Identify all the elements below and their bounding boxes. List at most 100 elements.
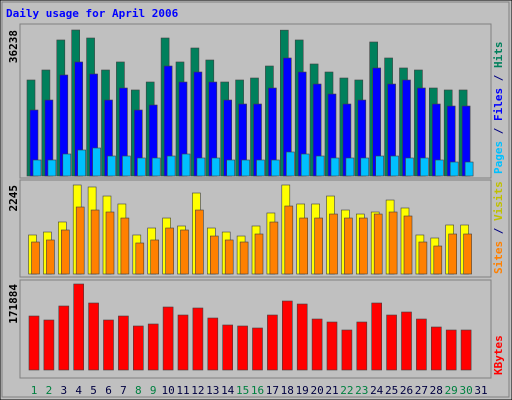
bar — [375, 155, 385, 177]
bar — [448, 233, 458, 275]
x-tick-label: 21 — [325, 384, 338, 397]
x-tick-label: 22 — [340, 384, 353, 397]
bar — [105, 211, 115, 275]
bar — [135, 242, 145, 275]
bar — [210, 235, 219, 275]
bar — [177, 314, 189, 371]
bar — [326, 321, 338, 371]
x-tick-label: 12 — [191, 384, 204, 397]
legend: KBytes — [492, 335, 505, 375]
bar — [62, 153, 72, 177]
legend-separator: / — [492, 68, 505, 88]
x-tick-label: 27 — [415, 384, 428, 397]
bar — [60, 229, 70, 275]
x-tick-label: 18 — [281, 384, 294, 397]
bar — [28, 315, 40, 371]
bar — [58, 305, 70, 371]
bar — [196, 157, 206, 177]
bar — [237, 325, 248, 371]
x-tick-label: 31 — [474, 384, 487, 397]
bar — [195, 209, 204, 275]
bar — [371, 302, 383, 371]
bar — [92, 147, 101, 177]
bar — [329, 213, 338, 275]
bar — [151, 157, 161, 177]
bar — [269, 221, 279, 275]
bar — [252, 327, 263, 371]
x-tick-label: 30 — [459, 384, 472, 397]
bar — [284, 205, 294, 275]
bar — [239, 241, 249, 275]
bar — [344, 217, 353, 275]
bar — [434, 159, 444, 177]
bar — [207, 317, 219, 371]
bar — [165, 227, 174, 275]
bar — [314, 217, 323, 275]
x-tick-label: 13 — [206, 384, 219, 397]
bar — [330, 157, 340, 177]
bar — [103, 319, 114, 371]
bar — [311, 318, 323, 371]
x-tick-label: 8 — [135, 384, 142, 397]
bar — [464, 161, 474, 177]
x-tick-label: 15 — [236, 384, 249, 397]
bar — [430, 326, 442, 371]
legend-separator: / — [492, 121, 505, 141]
bar — [180, 229, 189, 275]
x-tick-label: 20 — [310, 384, 323, 397]
bar — [449, 161, 459, 177]
x-tick-label: 29 — [445, 384, 458, 397]
bar — [150, 239, 159, 275]
bar — [77, 149, 86, 177]
bar — [299, 217, 309, 275]
bar — [300, 153, 310, 177]
bar — [256, 159, 265, 177]
bar — [267, 314, 278, 371]
x-tick-label: 3 — [60, 384, 67, 397]
bar — [192, 307, 204, 371]
bar — [88, 302, 99, 371]
x-tick-label: 2 — [46, 384, 53, 397]
bar — [445, 329, 457, 371]
x-tick-label: 17 — [266, 384, 279, 397]
x-tick-label: 11 — [176, 384, 189, 397]
bar — [107, 155, 116, 177]
bar — [285, 151, 295, 177]
legend-entry: Sites — [492, 241, 505, 274]
bar — [226, 159, 235, 177]
x-tick-label: 6 — [105, 384, 112, 397]
bar — [345, 157, 355, 177]
legend-entry: Files — [492, 88, 505, 121]
legend-entry: Visits — [492, 181, 505, 221]
bar — [241, 159, 250, 177]
x-tick-label: 9 — [150, 384, 157, 397]
legend-entry: Hits — [492, 42, 505, 69]
bar — [47, 159, 57, 177]
bar — [433, 245, 443, 275]
bar — [460, 329, 472, 371]
bar — [181, 153, 191, 177]
bar — [222, 324, 233, 371]
bar — [281, 300, 293, 371]
bar — [373, 213, 383, 275]
legend-entry: KBytes — [492, 335, 505, 375]
bar — [358, 217, 368, 275]
bar — [120, 217, 130, 275]
bar — [75, 206, 85, 275]
x-tick-label: 24 — [370, 384, 384, 397]
x-tick-label: 14 — [221, 384, 235, 397]
legend: Sites / Visits — [492, 181, 505, 274]
bar — [386, 314, 397, 371]
bar — [405, 157, 414, 177]
bar — [133, 325, 144, 371]
bar — [420, 157, 429, 177]
bar — [315, 155, 325, 177]
bar — [211, 157, 221, 177]
y-tick-label: 171884 — [7, 284, 20, 324]
bar — [32, 159, 42, 177]
bar — [390, 155, 399, 177]
chart-title: Daily usage for April 2006 — [6, 7, 179, 20]
x-tick-label: 25 — [385, 384, 398, 397]
